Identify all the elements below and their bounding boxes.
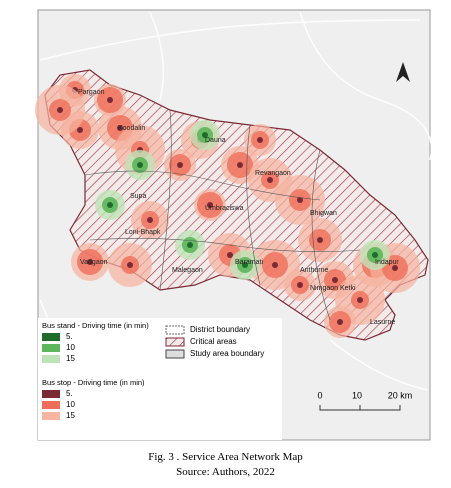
- critical-blob: [107, 97, 113, 103]
- legend-label: 10: [66, 343, 75, 352]
- legend-swatch: [42, 401, 60, 409]
- critical-blob: [317, 237, 323, 243]
- scale-bar: [319, 405, 401, 411]
- critical-blob: [332, 277, 338, 283]
- legend-swatch: [42, 412, 60, 420]
- place-label: Umbraciswa: [205, 205, 244, 212]
- critical-blob: [117, 125, 123, 131]
- service-areas: [35, 74, 420, 338]
- place-label: Anthurne: [300, 267, 329, 274]
- critical-blob: [237, 162, 243, 168]
- legend-title: Bus stop - Driving time (in min): [42, 378, 145, 387]
- district-boundaries: [84, 109, 361, 321]
- source-caption: Source: Authors, 2022: [176, 466, 275, 478]
- critical-blob: [77, 127, 83, 133]
- place-label: Baramati: [235, 259, 263, 266]
- stand-blob: [202, 132, 208, 138]
- stand-blob: [242, 262, 248, 268]
- place-label: Nimgaon Ketki: [310, 285, 356, 292]
- legend-box: [38, 318, 282, 440]
- roads: [39, 11, 433, 391]
- critical-blob: [257, 137, 263, 143]
- legend-label: 5.: [66, 389, 73, 398]
- legend-label: District boundary: [190, 325, 250, 334]
- place-label: Revangaon: [255, 170, 291, 177]
- critical-blob: [357, 297, 363, 303]
- critical-blob: [297, 197, 303, 203]
- critical-blob: [177, 162, 183, 168]
- critical-blob: [392, 265, 398, 271]
- critical-blob: [272, 262, 278, 268]
- critical-blob: [147, 217, 153, 223]
- legend-swatch: [165, 349, 185, 359]
- legend-swatch: [42, 355, 60, 363]
- place-label: Lasurne: [370, 319, 395, 326]
- legend-label: 5.: [66, 332, 73, 341]
- legend-label: 15: [66, 354, 75, 363]
- critical-blob: [337, 319, 343, 325]
- legend-label: 10: [66, 400, 75, 409]
- stand-blob: [187, 242, 193, 248]
- scale-label: 20 km: [388, 390, 413, 400]
- place-label: Vadgaon: [80, 259, 108, 266]
- place-label: Malegaon: [172, 267, 203, 274]
- critical-blob: [207, 202, 213, 208]
- scale-label: 10: [352, 390, 362, 400]
- place-label: Koodalin: [118, 125, 145, 132]
- legend-label: 15: [66, 411, 75, 420]
- stand-blob: [137, 162, 143, 168]
- legend-swatch: [165, 325, 185, 335]
- legend-swatch: [42, 333, 60, 341]
- stand-blob: [372, 252, 378, 258]
- place-label: Pargaon: [78, 89, 105, 96]
- critical-blob: [127, 262, 133, 268]
- legend-label: Critical areas: [190, 337, 237, 346]
- north-arrow: [396, 62, 410, 82]
- critical-blob: [267, 177, 273, 183]
- figure-caption: Fig. 3 . Service Area Network Map: [148, 451, 303, 463]
- map: Pargaon Koodalin Dauna Revangaon Supa Umbraci…: [35, 9, 433, 441]
- place-label: Loni-Bhapk: [125, 229, 161, 236]
- critical-blob: [227, 252, 233, 258]
- critical-blob: [297, 282, 303, 288]
- stand-blob: [107, 202, 113, 208]
- critical-blob: [57, 107, 63, 113]
- legend-swatch: [165, 337, 185, 347]
- scale-label: 0: [317, 390, 322, 400]
- legend-title: Bus stand - Driving time (in min): [42, 321, 149, 330]
- place-label: Bhigwan: [310, 210, 337, 217]
- place-label: Supa: [130, 193, 146, 200]
- place-label: Dauna: [205, 137, 226, 144]
- critical-blob: [87, 259, 93, 265]
- legend-swatch: [42, 344, 60, 352]
- place-label: Indapur: [375, 259, 399, 266]
- legend-label: Study area boundary: [190, 349, 264, 358]
- legend-swatch: [42, 390, 60, 398]
